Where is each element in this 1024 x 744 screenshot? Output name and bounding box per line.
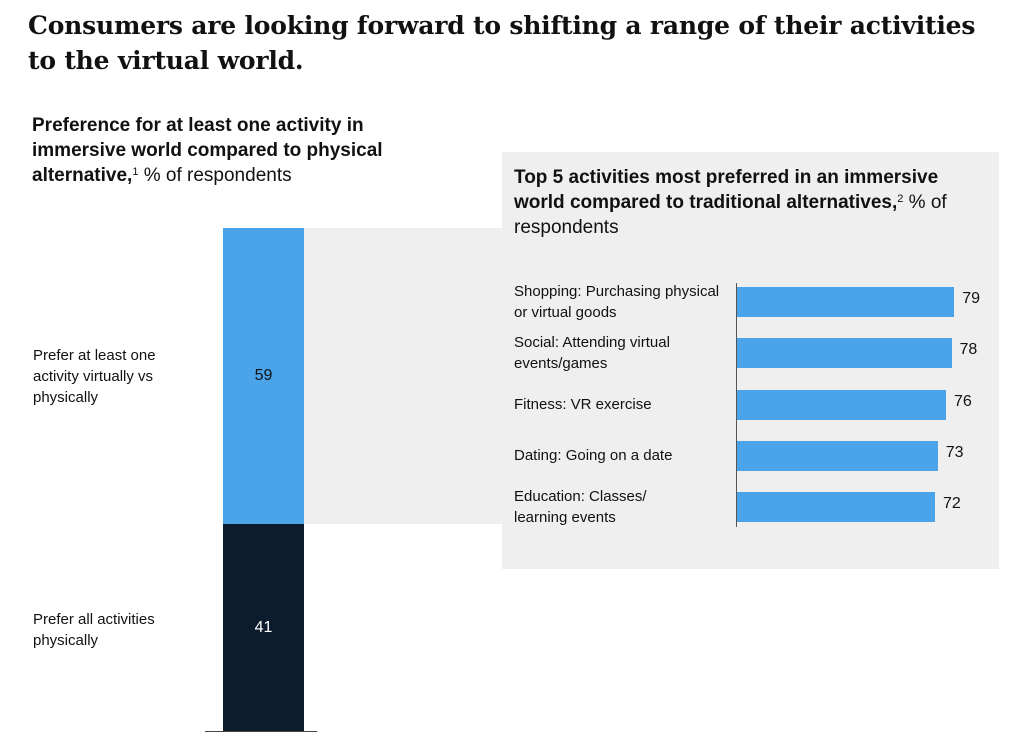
data-label: 78 [959,341,978,358]
data-label: 72 [943,495,961,512]
bar-segment-virtual: 59 [223,228,304,524]
data-label: 76 [954,393,972,410]
segment-label-virtual: Prefer at least one activity virtually v… [33,347,156,406]
right-chart-footnote-marker: 2 [897,193,904,205]
left-chart-title: Preference for at least one activity in … [32,113,452,188]
category-label: Fitness: VR exercise [514,396,652,413]
data-label: 79 [962,290,981,307]
left-chart-footnote-marker: 1 [132,166,139,178]
right-chart-title-unit: % of respondents [514,192,947,238]
left-chart-title-unit: % of respondents [138,165,292,186]
segment-label-physical: Prefer all activities physically [33,611,155,649]
right-chart-title-bold: Top 5 activities most preferred in an im… [514,167,939,213]
category-axis [736,283,737,527]
category-label: Social: Attending virtual events/games [514,334,670,372]
category-label: Dating: Going on a date [514,447,673,464]
stacked-bar: 59 41 [223,228,304,732]
bar [737,390,946,420]
stacked-bar-baseline [205,731,317,732]
bar [737,492,935,522]
category-label: Education: Classes/ learning events [514,488,647,526]
bar-segment-physical: 41 [223,524,304,732]
connector-band [304,228,504,524]
left-chart-title-bold: Preference for at least one activity in … [32,115,383,186]
right-chart-title: Top 5 activities most preferred in an im… [514,165,984,240]
bar [737,338,952,368]
headline: Consumers are looking forward to shiftin… [28,11,976,75]
data-label-virtual: 59 [254,367,273,384]
data-label: 73 [945,444,964,461]
data-label-physical: 41 [254,619,273,636]
category-label: Shopping: Purchasing physical or virtual… [514,283,720,321]
bar [737,287,955,317]
bar [737,441,938,471]
